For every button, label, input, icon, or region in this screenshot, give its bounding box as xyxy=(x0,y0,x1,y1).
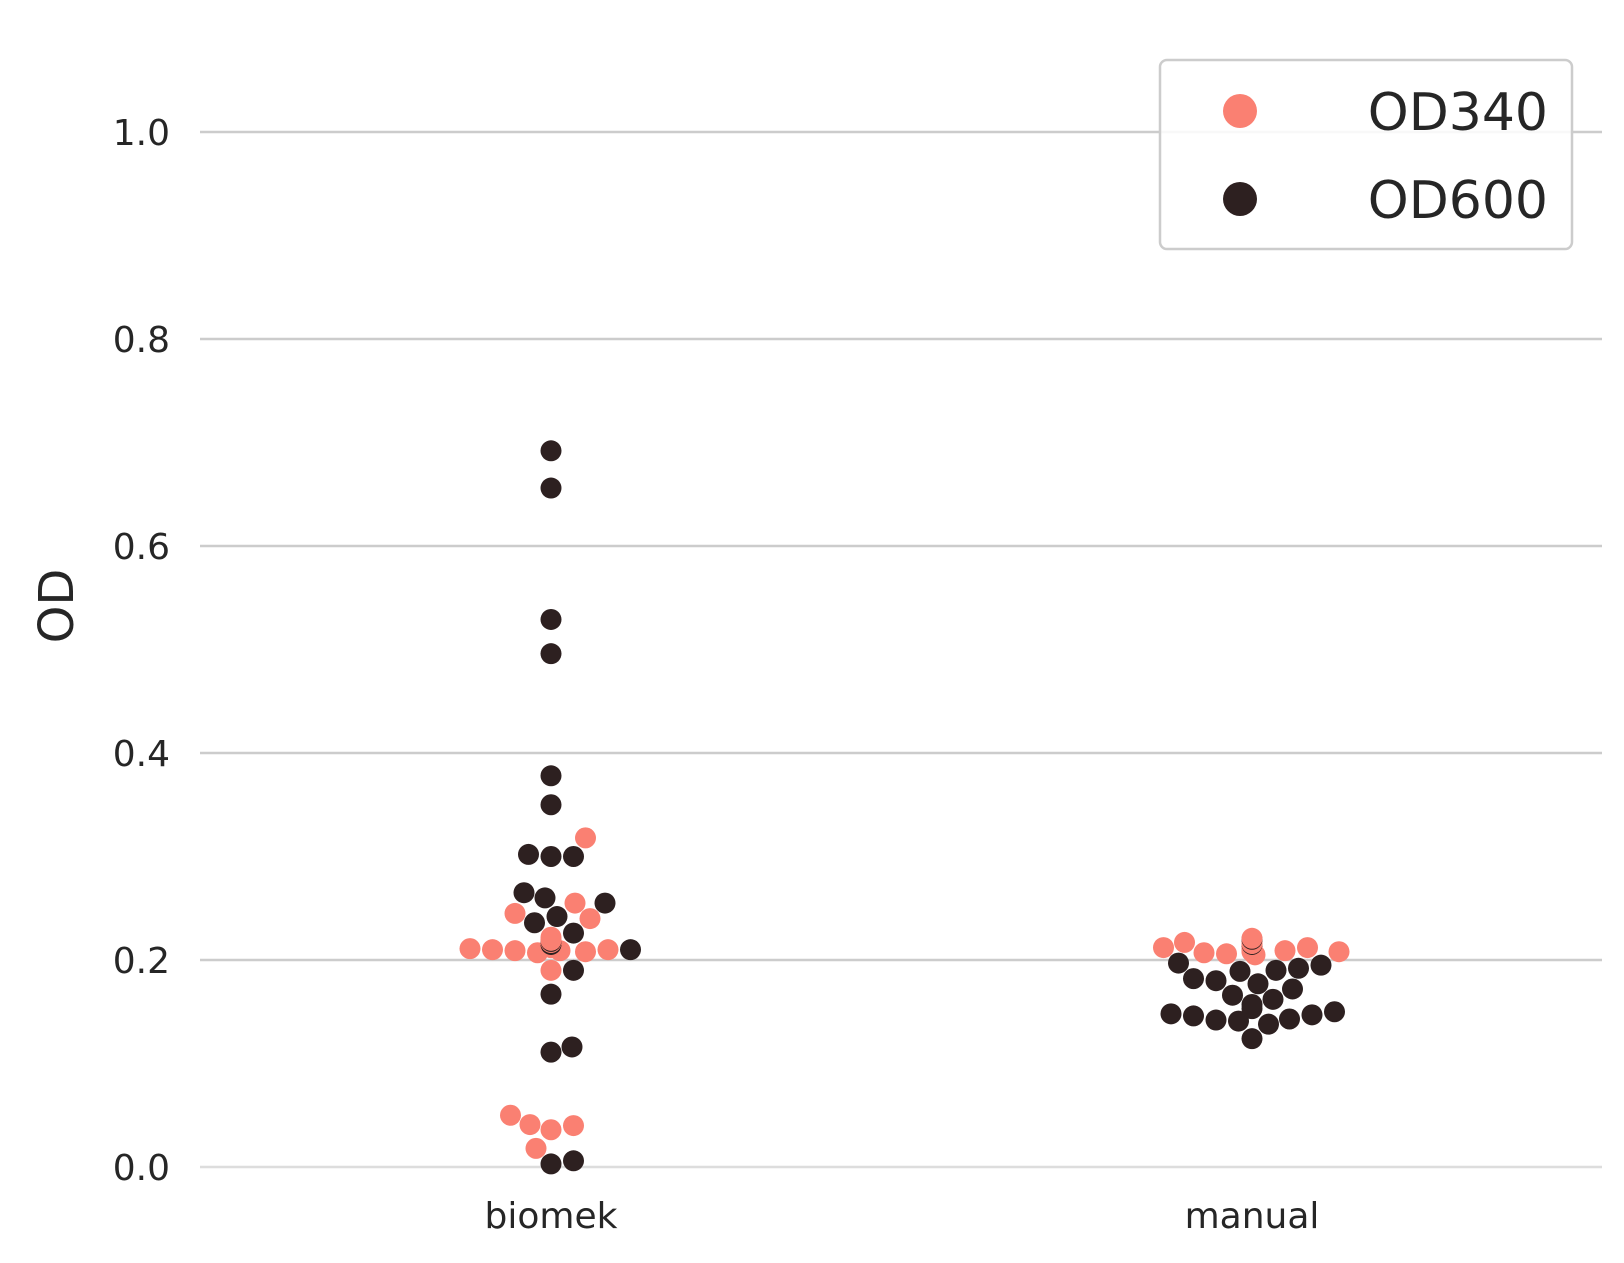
data-point-od600 xyxy=(540,983,562,1005)
data-point-od600 xyxy=(1282,978,1303,1000)
data-point-od600 xyxy=(524,912,545,934)
data-point-od600 xyxy=(563,959,584,981)
data-point-od600 xyxy=(1160,1003,1182,1025)
data-point-od600 xyxy=(1241,994,1263,1016)
data-point-od600 xyxy=(540,1153,562,1175)
legend[interactable]: OD340 OD600 xyxy=(1158,58,1574,251)
legend-marker-od340 xyxy=(1223,94,1257,128)
data-point-od600 xyxy=(1324,1001,1345,1023)
data-point-od600 xyxy=(540,608,562,630)
data-point-od340 xyxy=(540,926,562,948)
data-point-od600 xyxy=(594,892,616,914)
data-point-od600 xyxy=(518,843,539,865)
y-tick-label: 1.0 xyxy=(113,113,170,154)
data-point-od600 xyxy=(546,906,568,928)
data-point-od600 xyxy=(513,882,535,904)
data-point-od340 xyxy=(1174,931,1195,953)
data-point-od340 xyxy=(500,1104,521,1126)
data-point-od340 xyxy=(504,940,526,962)
y-tick-label: 0.0 xyxy=(113,1148,170,1189)
data-point-od340 xyxy=(575,941,596,963)
data-point-od600 xyxy=(1310,954,1332,976)
data-point-od600 xyxy=(1183,968,1204,990)
legend-marker-od600 xyxy=(1223,182,1257,216)
y-axis-label: OD xyxy=(29,569,85,644)
data-point-od600 xyxy=(540,440,562,462)
x-tick-label: manual xyxy=(1185,1196,1320,1237)
legend-label-od600: OD600 xyxy=(1368,171,1548,231)
data-point-od600 xyxy=(540,846,562,867)
data-point-od600 xyxy=(1288,957,1309,979)
data-point-od340 xyxy=(579,908,601,930)
data-point-od600 xyxy=(1262,988,1284,1010)
data-point-od340 xyxy=(1328,941,1350,963)
data-point-od600 xyxy=(563,846,584,867)
data-point-od340 xyxy=(1274,940,1296,962)
data-point-od600 xyxy=(1228,1010,1249,1032)
y-tick-label: 0.8 xyxy=(113,320,170,361)
data-point-od340 xyxy=(459,938,481,960)
data-point-od340 xyxy=(540,959,562,981)
data-point-od600 xyxy=(620,939,641,961)
data-point-od600 xyxy=(561,1036,583,1058)
data-point-od600 xyxy=(1247,973,1269,995)
data-point-od600 xyxy=(563,1150,584,1172)
data-point-od600 xyxy=(1222,984,1243,1006)
data-point-od340 xyxy=(1297,937,1318,959)
data-point-od600 xyxy=(1205,1009,1227,1031)
data-points xyxy=(459,440,1350,1175)
data-point-od600 xyxy=(1205,970,1227,992)
data-point-od600 xyxy=(1279,1008,1300,1030)
legend-label-od340: OD340 xyxy=(1368,83,1548,143)
x-tick-labels: biomek manual xyxy=(485,1196,1320,1237)
x-tick-label: biomek xyxy=(485,1196,618,1237)
data-point-od600 xyxy=(1168,952,1189,974)
data-point-od340 xyxy=(1241,927,1263,949)
data-point-od600 xyxy=(1265,959,1287,981)
data-point-od340 xyxy=(519,1114,541,1136)
data-point-od340 xyxy=(540,1119,562,1141)
data-point-od600 xyxy=(540,794,562,816)
data-point-od340 xyxy=(575,827,596,849)
data-point-od340 xyxy=(1216,943,1237,965)
legend-frame xyxy=(1158,58,1574,251)
data-point-od600 xyxy=(540,1041,562,1063)
data-point-od340 xyxy=(525,1137,547,1159)
data-point-od600 xyxy=(563,922,584,944)
data-point-od340 xyxy=(563,1115,584,1137)
data-point-od600 xyxy=(540,477,562,499)
y-tick-label: 0.4 xyxy=(113,734,170,775)
data-point-od340 xyxy=(504,902,526,924)
data-point-od340 xyxy=(1193,942,1215,964)
data-point-od600 xyxy=(1183,1005,1204,1027)
data-point-od600 xyxy=(1229,960,1251,982)
y-tick-label: 0.6 xyxy=(113,527,170,568)
y-tick-labels: 0.0 0.2 0.4 0.6 0.8 1.0 xyxy=(113,113,170,1189)
data-point-od340 xyxy=(482,939,503,961)
data-point-od600 xyxy=(1301,1004,1323,1026)
y-tick-label: 0.2 xyxy=(113,941,170,982)
data-point-od340 xyxy=(564,892,586,914)
data-point-od340 xyxy=(1153,937,1174,959)
data-point-od600 xyxy=(1241,1028,1263,1050)
data-point-od600 xyxy=(540,643,562,665)
data-point-od340 xyxy=(597,939,619,961)
data-point-od600 xyxy=(1258,1013,1279,1035)
data-point-od600 xyxy=(534,887,556,909)
data-point-od600 xyxy=(540,765,562,787)
gridlines xyxy=(200,130,1602,1169)
